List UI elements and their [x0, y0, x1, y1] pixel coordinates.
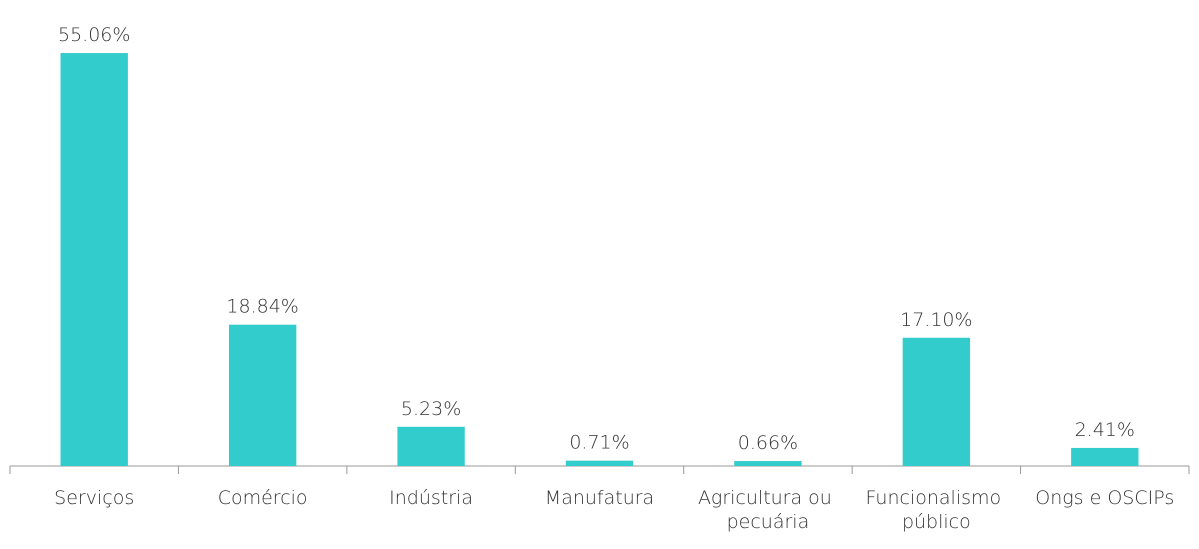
- x-tick-label: Serviços: [54, 487, 134, 509]
- data-label: 17.10%: [900, 309, 972, 331]
- data-label: 18.84%: [226, 296, 298, 318]
- x-tick-label: Comércio: [218, 487, 308, 509]
- x-tick-label: Agricultura ou pecuária: [698, 487, 838, 533]
- x-tick-label: Funcionalismo público: [866, 487, 1008, 533]
- x-tick-label: Indústria: [389, 487, 473, 509]
- bar: [1071, 447, 1139, 466]
- data-label: 0.66%: [738, 432, 798, 454]
- bar: [902, 337, 971, 466]
- bar: [734, 461, 802, 466]
- data-label: 55.06%: [58, 24, 130, 46]
- data-label: 0.71%: [569, 432, 629, 454]
- x-tick-label: Manufatura: [545, 487, 654, 509]
- data-label: 5.23%: [401, 398, 461, 420]
- bar: [60, 53, 128, 467]
- bar: [565, 460, 634, 466]
- bar: [397, 426, 465, 466]
- bar: [228, 324, 297, 466]
- x-tick-label: Ongs e OSCIPs: [1035, 487, 1174, 509]
- data-label: 2.41%: [1075, 419, 1135, 441]
